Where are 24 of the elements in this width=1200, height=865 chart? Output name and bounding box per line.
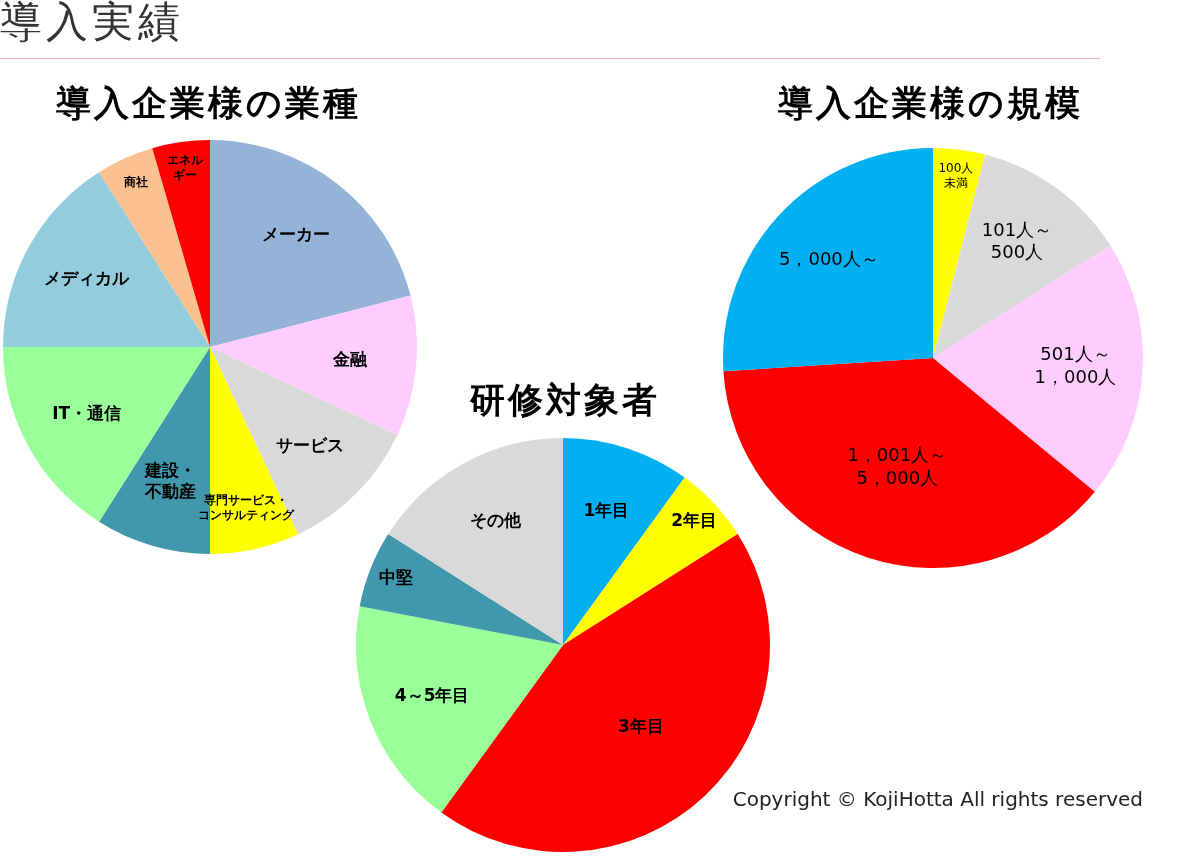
slice-label: 501人～1，000人 [1034, 343, 1117, 387]
chart-title: 導入企業様の業種 [55, 82, 361, 123]
slice-label: 100人未満 [938, 161, 974, 191]
chart-title: 研修対象者 [470, 379, 660, 420]
slice-label: 4～5年目 [394, 685, 470, 706]
slice-label: 中堅 [378, 567, 413, 588]
slice-label: 金融 [332, 348, 369, 369]
chart-title: 導入企業様の規模 [777, 82, 1083, 123]
slice-label: その他 [469, 510, 522, 531]
slice-label: 2年目 [671, 510, 718, 531]
slice-label: メディカル [44, 267, 131, 288]
slice-label: IT・通信 [52, 403, 122, 424]
text: 導入実績 [0, 0, 184, 48]
slice-label: 1，001人～5，000人 [847, 444, 948, 488]
slice-label: メーカー [262, 224, 331, 245]
slice-label: 3年目 [618, 716, 664, 737]
slice-label: サービス [275, 434, 344, 455]
slice-label: 建設・不動産 [143, 459, 197, 502]
slice-label: エネルギー [166, 153, 204, 183]
slice-label: 1年目 [583, 499, 630, 520]
slice-label: 101人～500人 [981, 218, 1053, 263]
text: Copyright © KojiHotta All rights reserved [732, 787, 1143, 811]
slice-label: 商社 [122, 174, 148, 189]
slice-label: 5，000人～ [779, 247, 879, 269]
